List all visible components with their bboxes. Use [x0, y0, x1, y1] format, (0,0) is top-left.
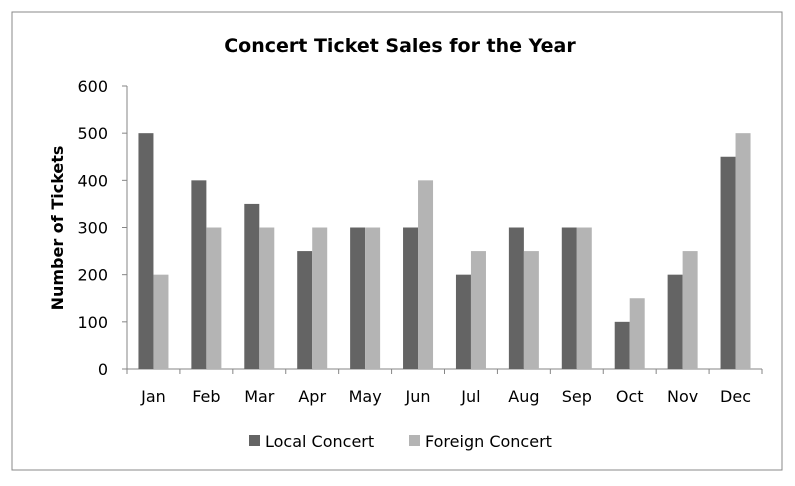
- bar-foreign-jun: [418, 180, 434, 369]
- y-tick-label: 200: [77, 266, 108, 285]
- bar-local-dec: [720, 156, 736, 369]
- legend: Local Concert Foreign Concert: [249, 432, 552, 451]
- bar-local-sep: [561, 227, 577, 369]
- x-tick-label: Dec: [720, 387, 751, 406]
- x-tick-label: Jan: [140, 387, 166, 406]
- y-tick-label: 0: [98, 360, 108, 379]
- bar-group-nov: [667, 251, 698, 369]
- bar-local-apr: [297, 251, 313, 369]
- bar-local-mar: [244, 203, 260, 369]
- bar-foreign-jul: [470, 251, 486, 369]
- bar-group-sep: [561, 227, 592, 369]
- bar-foreign-aug: [523, 251, 539, 369]
- bar-local-feb: [191, 180, 207, 369]
- bar-group-jun: [403, 180, 434, 369]
- legend-swatch-foreign: [409, 435, 420, 446]
- bar-foreign-may: [365, 227, 381, 369]
- bar-foreign-feb: [206, 227, 222, 369]
- bar-local-jun: [403, 227, 419, 369]
- bar-foreign-jan: [153, 274, 169, 369]
- bar-local-may: [350, 227, 366, 369]
- bar-local-aug: [508, 227, 524, 369]
- y-tick-label: 500: [77, 124, 108, 143]
- bar-local-jan: [138, 133, 154, 369]
- chart-title: Concert Ticket Sales for the Year: [224, 35, 576, 57]
- bar-foreign-dec: [735, 133, 751, 369]
- x-tick-label: Jul: [460, 387, 480, 406]
- bar-group-mar: [244, 203, 275, 369]
- bar-foreign-oct: [629, 298, 645, 369]
- bar-group-aug: [508, 227, 539, 369]
- bar-local-oct: [614, 321, 630, 369]
- x-tick-label: Nov: [667, 387, 698, 406]
- bar-foreign-apr: [312, 227, 328, 369]
- bar-group-may: [350, 227, 381, 369]
- x-tick-label: Mar: [244, 387, 275, 406]
- plot-area: 0 100 200 300 400 500 600 Jan Feb Mar Apr May Jun Jul…: [77, 77, 763, 406]
- bar-group-jul: [455, 251, 486, 369]
- bar-group-feb: [191, 180, 222, 369]
- x-tick-label: Oct: [616, 387, 644, 406]
- y-tick-label: 100: [77, 313, 108, 332]
- x-tick-label: Aug: [508, 387, 539, 406]
- bar-local-nov: [667, 274, 683, 369]
- legend-label-foreign: Foreign Concert: [425, 432, 552, 451]
- bar-group-jan: [138, 133, 169, 369]
- y-axis-label: Number of Tickets: [48, 146, 67, 311]
- x-tick-label: Feb: [192, 387, 220, 406]
- y-tick-label: 300: [77, 219, 108, 238]
- y-tick-label: 600: [77, 77, 108, 96]
- bar-foreign-nov: [682, 251, 698, 369]
- y-tick-label: 400: [77, 171, 108, 190]
- bar-local-jul: [455, 274, 471, 369]
- legend-label-local: Local Concert: [265, 432, 374, 451]
- x-tick-label: May: [349, 387, 382, 406]
- bar-foreign-mar: [259, 227, 275, 369]
- x-tick-label: Apr: [298, 387, 326, 406]
- legend-swatch-local: [249, 435, 260, 446]
- x-tick-label: Sep: [562, 387, 592, 406]
- bar-group-oct: [614, 298, 645, 369]
- bar-group-apr: [297, 227, 328, 369]
- bar-group-dec: [720, 133, 751, 369]
- bar-foreign-sep: [576, 227, 592, 369]
- x-tick-label: Jun: [405, 387, 431, 406]
